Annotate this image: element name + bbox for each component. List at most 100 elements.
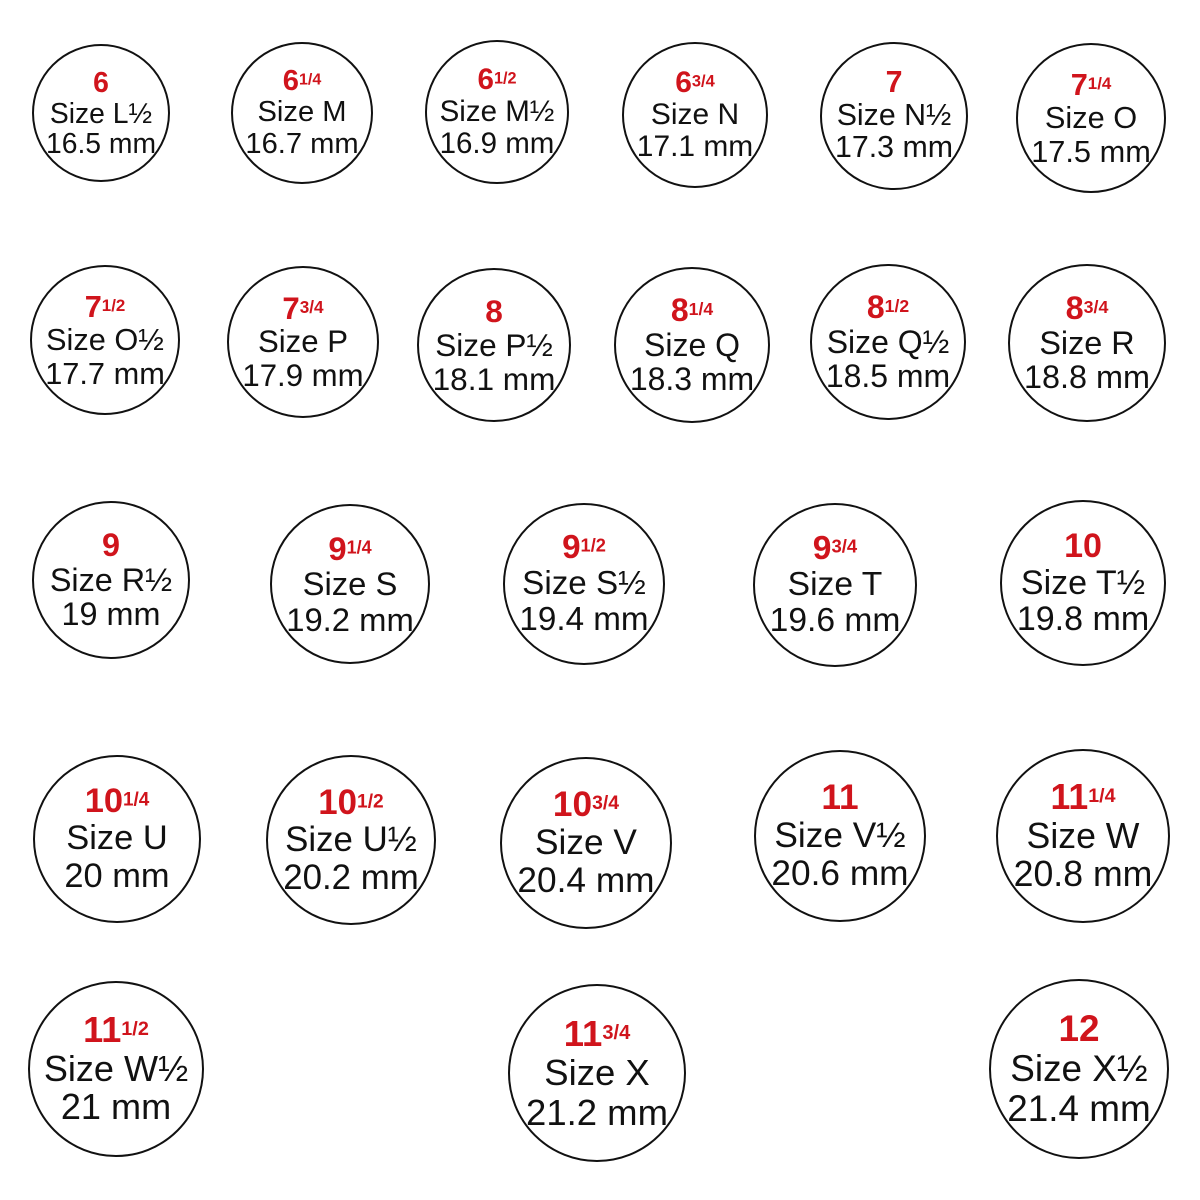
ring-size-circle: 81/2 Size Q½ 18.5 mm: [810, 264, 966, 420]
ring-size-circle: 101/4 Size U 20 mm: [33, 755, 201, 923]
uk-size: Size X: [544, 1052, 650, 1094]
ring-size-circle: 103/4 Size V 20.4 mm: [500, 757, 672, 929]
us-size: 9: [101, 526, 120, 563]
ring-size-circle: 61/4 Size M 16.7 mm: [231, 42, 373, 184]
us-size: 91/2: [562, 529, 606, 567]
uk-size: Size R: [1039, 324, 1135, 361]
uk-size: Size O: [1044, 100, 1138, 136]
ring-size-circle: 6 Size L½ 16.5 mm: [32, 44, 170, 182]
diameter-mm: 17.3 mm: [835, 131, 953, 165]
diameter-mm: 20.4 mm: [517, 861, 655, 901]
uk-size: Size V: [535, 822, 637, 862]
ring-size-circle: 61/2 Size M½ 16.9 mm: [425, 40, 569, 184]
ring-size-circle: 73/4 Size P 17.9 mm: [227, 266, 379, 418]
uk-size: Size W½: [43, 1047, 189, 1089]
us-size: 11: [821, 777, 859, 817]
uk-size: Size T½: [1020, 563, 1146, 602]
ring-size-circle: 12 Size X½ 21.4 mm: [989, 979, 1169, 1159]
uk-size: Size L½: [49, 96, 153, 129]
ring-size-circle: 83/4 Size R 18.8 mm: [1008, 264, 1166, 422]
us-size: 73/4: [282, 290, 324, 326]
uk-size: Size O½: [46, 322, 164, 358]
us-size: 101/2: [318, 782, 384, 822]
us-size: 8: [485, 292, 503, 329]
ring-size-circle: 11 Size V½ 20.6 mm: [754, 750, 926, 922]
diameter-mm: 17.1 mm: [636, 130, 754, 164]
diameter-mm: 16.7 mm: [245, 127, 359, 160]
ring-size-circle: 93/4 Size T 19.6 mm: [753, 503, 917, 667]
us-size: 61/2: [477, 63, 517, 97]
ring-size-circle: 9 Size R½ 19 mm: [32, 501, 190, 659]
uk-size: Size P: [257, 324, 349, 360]
us-size: 111/4: [1050, 777, 1116, 818]
diameter-mm: 18.8 mm: [1024, 359, 1150, 396]
ring-size-circle: 7 Size N½ 17.3 mm: [820, 42, 968, 190]
diameter-mm: 20.2 mm: [283, 857, 419, 897]
diameter-mm: 19.8 mm: [1016, 600, 1150, 639]
uk-size: Size Q: [644, 326, 740, 363]
us-size: 111/2: [83, 1008, 149, 1050]
diameter-mm: 19.4 mm: [519, 600, 649, 638]
uk-size: Size W: [1026, 815, 1140, 856]
uk-size: Size T: [787, 565, 883, 603]
uk-size: Size U½: [285, 820, 417, 860]
ring-size-circle: 91/4 Size S 19.2 mm: [270, 504, 430, 664]
us-size: 63/4: [675, 65, 715, 99]
ring-size-circle: 101/2 Size U½ 20.2 mm: [266, 755, 436, 925]
uk-size: Size S: [302, 565, 398, 603]
diameter-mm: 19.2 mm: [286, 600, 414, 638]
diameter-mm: 16.5 mm: [45, 127, 157, 160]
uk-size: Size U: [66, 819, 168, 858]
us-size: 81/2: [866, 289, 910, 326]
us-size: 71/2: [84, 289, 126, 325]
us-size: 101/4: [84, 782, 150, 821]
uk-size: Size X½: [1010, 1048, 1148, 1090]
us-size: 71/4: [1070, 67, 1112, 103]
diameter-mm: 21.4 mm: [1007, 1087, 1151, 1129]
ring-size-circle: 71/4 Size O 17.5 mm: [1016, 43, 1166, 193]
uk-size: Size P½: [435, 326, 553, 363]
us-size: 113/4: [563, 1012, 631, 1054]
ring-size-circle: 111/2 Size W½ 21 mm: [28, 981, 204, 1157]
us-size: 7: [885, 65, 903, 99]
ring-size-circle: 91/2 Size S½ 19.4 mm: [503, 503, 665, 665]
uk-size: Size M: [257, 96, 347, 129]
ring-size-circle: 63/4 Size N 17.1 mm: [622, 42, 768, 188]
diameter-mm: 17.7 mm: [45, 355, 165, 391]
uk-size: Size Q½: [826, 323, 950, 360]
ring-size-circle: 81/4 Size Q 18.3 mm: [614, 267, 770, 423]
ring-size-circle: 10 Size T½ 19.8 mm: [1000, 500, 1166, 666]
diameter-mm: 18.1 mm: [432, 361, 556, 398]
diameter-mm: 16.9 mm: [439, 126, 555, 160]
diameter-mm: 20.6 mm: [771, 854, 909, 894]
diameter-mm: 18.3 mm: [629, 361, 755, 398]
us-size: 103/4: [552, 784, 620, 824]
uk-size: Size S½: [522, 565, 646, 603]
diameter-mm: 20 mm: [64, 856, 170, 895]
diameter-mm: 19 mm: [61, 596, 161, 633]
us-size: 83/4: [1065, 289, 1109, 326]
ring-size-circle: 113/4 Size X 21.2 mm: [508, 984, 686, 1162]
uk-size: Size N: [650, 97, 740, 131]
diameter-mm: 20.8 mm: [1013, 854, 1153, 895]
us-size: 10: [1064, 526, 1102, 565]
us-size: 6: [93, 66, 109, 99]
ring-size-circle: 71/2 Size O½ 17.7 mm: [30, 265, 180, 415]
uk-size: Size V½: [774, 815, 906, 855]
diameter-mm: 17.5 mm: [1031, 133, 1151, 169]
uk-size: Size M½: [439, 95, 555, 129]
uk-size: Size N½: [836, 98, 952, 132]
diameter-mm: 18.5 mm: [825, 358, 951, 395]
ring-size-circle: 8 Size P½ 18.1 mm: [417, 268, 571, 422]
us-size: 91/4: [328, 529, 372, 567]
us-size: 12: [1058, 1008, 1100, 1050]
diameter-mm: 21 mm: [60, 1086, 172, 1128]
us-size: 81/4: [670, 292, 714, 329]
ring-size-circle: 111/4 Size W 20.8 mm: [996, 749, 1170, 923]
us-size: 61/4: [282, 64, 322, 97]
diameter-mm: 19.6 mm: [769, 602, 901, 640]
us-size: 93/4: [812, 529, 858, 567]
diameter-mm: 17.9 mm: [242, 357, 364, 393]
uk-size: Size R½: [49, 561, 173, 598]
diameter-mm: 21.2 mm: [526, 1091, 668, 1133]
